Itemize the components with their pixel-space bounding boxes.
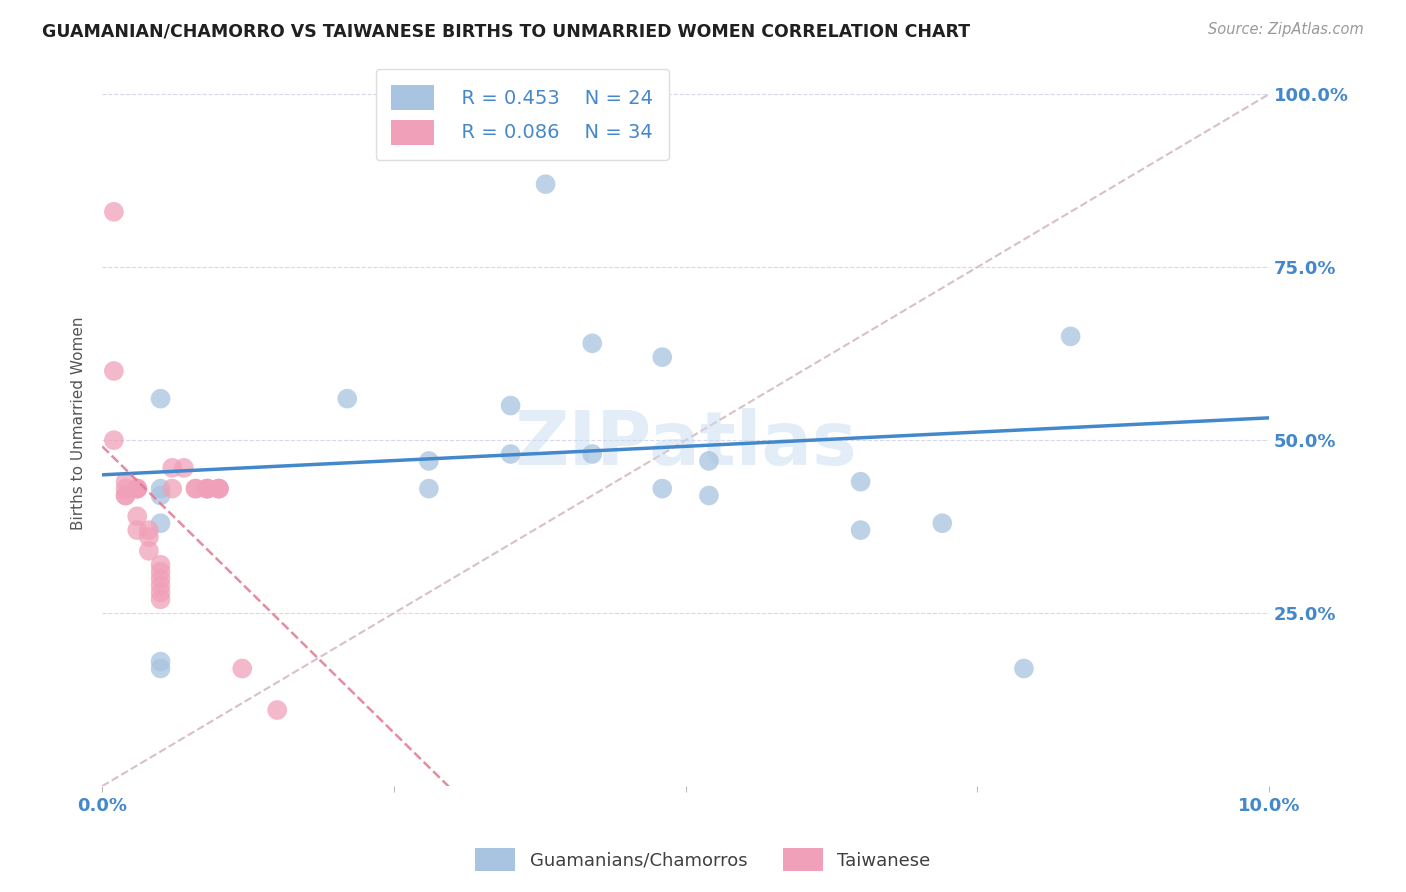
Point xyxy=(697,454,720,468)
Point xyxy=(697,489,720,503)
Point xyxy=(103,433,125,447)
Point xyxy=(266,703,288,717)
Legend: Guamanians/Chamorros, Taiwanese: Guamanians/Chamorros, Taiwanese xyxy=(468,841,938,879)
Point xyxy=(231,661,253,675)
Point xyxy=(418,454,440,468)
Point xyxy=(931,516,953,531)
Point xyxy=(127,482,149,496)
Point xyxy=(127,509,149,524)
Point xyxy=(127,482,149,496)
Point xyxy=(149,655,172,669)
Point xyxy=(138,544,160,558)
Point xyxy=(1012,661,1035,675)
Point xyxy=(651,482,673,496)
Point xyxy=(651,350,673,364)
Point xyxy=(149,558,172,572)
Point xyxy=(534,177,557,191)
Point xyxy=(581,336,603,351)
Point xyxy=(103,204,125,219)
Point xyxy=(160,460,183,475)
Point xyxy=(581,447,603,461)
Text: ZIPatlas: ZIPatlas xyxy=(515,409,856,481)
Point xyxy=(114,475,136,489)
Y-axis label: Births to Unmarried Women: Births to Unmarried Women xyxy=(72,316,86,530)
Point xyxy=(208,482,231,496)
Point xyxy=(184,482,207,496)
Point xyxy=(534,108,557,122)
Point xyxy=(127,482,149,496)
Point xyxy=(208,482,231,496)
Point xyxy=(499,399,522,413)
Point xyxy=(1059,329,1081,343)
Point xyxy=(336,392,359,406)
Point xyxy=(499,447,522,461)
Point xyxy=(149,585,172,599)
Point xyxy=(149,489,172,503)
Point xyxy=(149,565,172,579)
Point xyxy=(184,482,207,496)
Text: Source: ZipAtlas.com: Source: ZipAtlas.com xyxy=(1208,22,1364,37)
Legend:   R = 0.453    N = 24,   R = 0.086    N = 34: R = 0.453 N = 24, R = 0.086 N = 34 xyxy=(375,70,669,161)
Point xyxy=(149,392,172,406)
Point xyxy=(149,482,172,496)
Point xyxy=(149,578,172,592)
Point xyxy=(114,482,136,496)
Point xyxy=(418,482,440,496)
Point xyxy=(138,523,160,537)
Point xyxy=(208,482,231,496)
Point xyxy=(195,482,218,496)
Point xyxy=(149,572,172,586)
Point xyxy=(103,364,125,378)
Point xyxy=(173,460,195,475)
Point xyxy=(160,482,183,496)
Point xyxy=(114,489,136,503)
Point xyxy=(849,523,872,537)
Point xyxy=(127,523,149,537)
Point xyxy=(195,482,218,496)
Point xyxy=(149,516,172,531)
Point xyxy=(149,592,172,607)
Point xyxy=(138,530,160,544)
Point xyxy=(849,475,872,489)
Text: GUAMANIAN/CHAMORRO VS TAIWANESE BIRTHS TO UNMARRIED WOMEN CORRELATION CHART: GUAMANIAN/CHAMORRO VS TAIWANESE BIRTHS T… xyxy=(42,22,970,40)
Point xyxy=(149,661,172,675)
Point xyxy=(195,482,218,496)
Point xyxy=(114,489,136,503)
